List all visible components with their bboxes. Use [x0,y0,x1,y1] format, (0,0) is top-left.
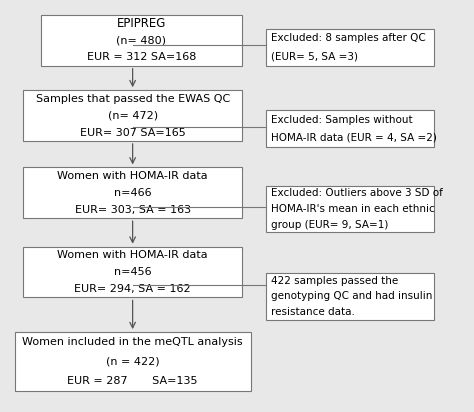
Text: Women with HOMA-IR data: Women with HOMA-IR data [57,250,208,260]
Text: HOMA-IR's mean in each ethnic: HOMA-IR's mean in each ethnic [271,204,435,214]
Text: (EUR= 5, SA =3): (EUR= 5, SA =3) [271,52,358,62]
FancyBboxPatch shape [266,29,434,66]
Text: Women with HOMA-IR data: Women with HOMA-IR data [57,171,208,181]
FancyBboxPatch shape [266,110,434,147]
FancyBboxPatch shape [266,186,434,232]
Text: EUR = 287       SA=135: EUR = 287 SA=135 [67,376,198,386]
Text: EUR= 303, SA = 163: EUR= 303, SA = 163 [74,205,191,215]
FancyBboxPatch shape [23,167,242,218]
Text: Excluded: Outliers above 3 SD of: Excluded: Outliers above 3 SD of [271,188,443,199]
Text: group (EUR= 9, SA=1): group (EUR= 9, SA=1) [271,220,389,229]
Text: EPIPREG: EPIPREG [117,17,166,30]
FancyBboxPatch shape [15,332,251,391]
Text: (n = 422): (n = 422) [106,356,159,366]
Text: Samples that passed the EWAS QC: Samples that passed the EWAS QC [36,94,230,104]
Text: HOMA-IR data (EUR = 4, SA =2): HOMA-IR data (EUR = 4, SA =2) [271,133,437,143]
Text: n=456: n=456 [114,267,152,277]
Text: 422 samples passed the: 422 samples passed the [271,276,399,286]
FancyBboxPatch shape [266,273,434,320]
Text: EUR = 312 SA=168: EUR = 312 SA=168 [87,52,196,62]
Text: Women included in the meQTL analysis: Women included in the meQTL analysis [22,337,243,347]
Text: EUR= 307 SA=165: EUR= 307 SA=165 [80,127,185,138]
Text: (n= 480): (n= 480) [117,35,166,45]
Text: n=466: n=466 [114,188,152,198]
Text: genotyping QC and had insulin: genotyping QC and had insulin [271,291,433,302]
FancyBboxPatch shape [23,247,242,297]
Text: (n= 472): (n= 472) [108,110,158,121]
Text: Excluded: 8 samples after QC: Excluded: 8 samples after QC [271,33,426,43]
FancyBboxPatch shape [41,15,242,66]
Text: resistance data.: resistance data. [271,307,355,317]
FancyBboxPatch shape [23,90,242,141]
Text: Excluded: Samples without: Excluded: Samples without [271,115,413,125]
Text: EUR= 294, SA = 162: EUR= 294, SA = 162 [74,284,191,294]
